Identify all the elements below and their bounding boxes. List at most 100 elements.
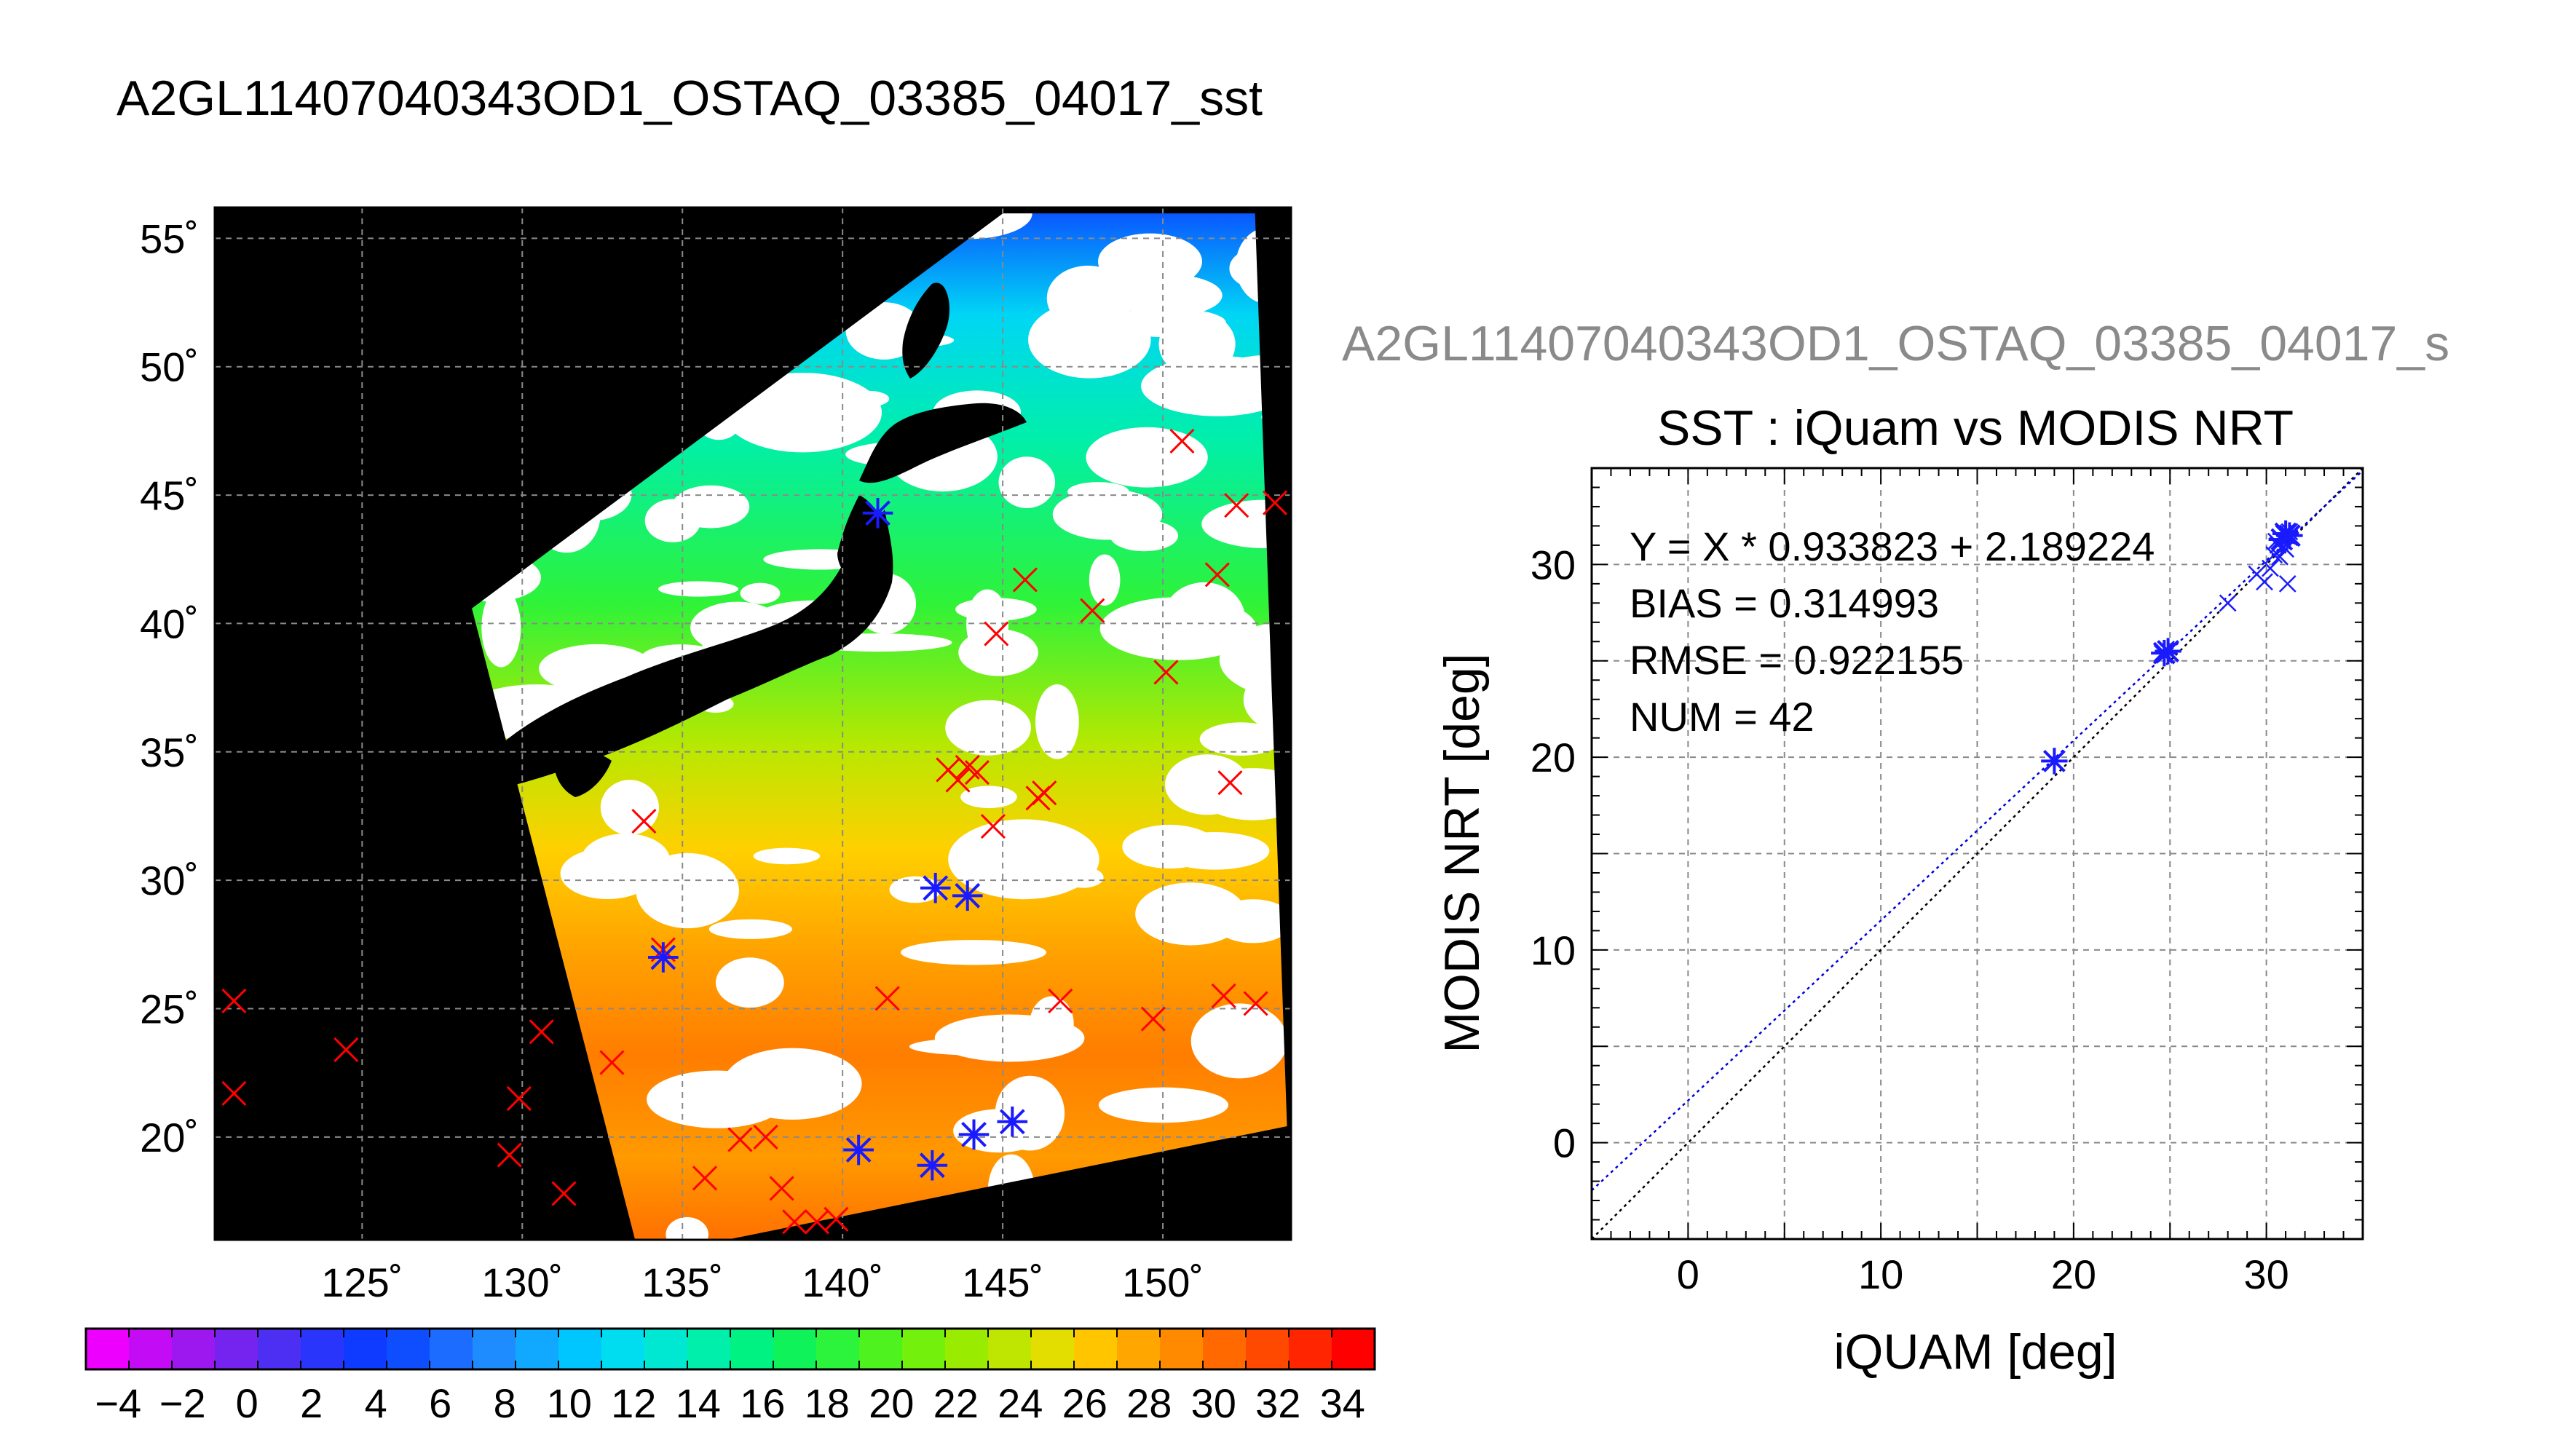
- map-red-mark: [769, 1176, 794, 1201]
- map-red-mark: [1169, 428, 1195, 454]
- map-red-mark: [1204, 562, 1230, 587]
- colorbar-swatch: [644, 1329, 688, 1369]
- colorbar-tick-label: 32: [1255, 1380, 1300, 1426]
- land-mask: [473, 282, 1027, 797]
- cloud-patch: [708, 919, 792, 939]
- cloud-patch: [960, 786, 1017, 809]
- map-red-mark: [1032, 780, 1057, 806]
- scatter-point: [2219, 594, 2237, 612]
- scatter-point: [2256, 573, 2273, 591]
- cloud-patch: [998, 456, 1056, 508]
- colorbar-swatch: [215, 1329, 258, 1369]
- cloud-patch: [716, 957, 784, 1008]
- colorbar-swatch: [558, 1329, 602, 1369]
- map-lat-tick-label: 50˚: [140, 344, 199, 390]
- map-red-mark: [631, 808, 657, 834]
- cloud-patch: [1099, 597, 1257, 660]
- colorbar-swatch: [601, 1329, 645, 1369]
- colorbar-swatch: [1203, 1329, 1247, 1369]
- identity-line: [1592, 468, 2363, 1239]
- cloud-patch: [1201, 499, 1288, 548]
- colorbar-tick-label: 26: [1062, 1380, 1107, 1426]
- cloud-patch: [1122, 824, 1217, 869]
- colorbar-swatch: [1031, 1329, 1075, 1369]
- map-red-mark: [782, 1209, 807, 1235]
- colorbar-tick-label: 34: [1320, 1380, 1365, 1426]
- scatter-title: SST : iQuam vs MODIS NRT: [1657, 400, 2294, 456]
- map-lon-tick-label: 145˚: [962, 1259, 1043, 1305]
- map-red-mark: [692, 1166, 718, 1191]
- colorbar-swatch: [1332, 1329, 1375, 1369]
- scatter-point: [2262, 559, 2279, 577]
- map-red-mark: [1140, 1006, 1166, 1032]
- map-blue-mark: [917, 1150, 948, 1181]
- scatter-y-tick-label: 10: [1531, 927, 1576, 973]
- hokkaido-land: [859, 403, 1027, 483]
- cloud-patch: [1030, 996, 1074, 1052]
- cloud-patch: [723, 1048, 862, 1120]
- colorbar-tick-label: 20: [869, 1380, 914, 1426]
- cloud-patch: [1165, 754, 1249, 815]
- colorbar-tick-label: 14: [676, 1380, 721, 1426]
- colorbar-swatch: [902, 1329, 946, 1369]
- colorbar-swatch: [859, 1329, 903, 1369]
- colorbar-swatch: [430, 1329, 473, 1369]
- colorbar-tick-label: 12: [611, 1380, 656, 1426]
- cloud-patch: [901, 940, 1046, 965]
- map-red-mark: [1262, 490, 1288, 515]
- colorbar-swatch: [258, 1329, 301, 1369]
- cloud-patch: [1190, 1003, 1288, 1079]
- cloud-patch: [1046, 265, 1129, 331]
- scatter-plot: A2GL11407040343OD1_OSTAQ_03385_04017_s S…: [1342, 316, 2449, 1380]
- scatter-x-tick-label: 30: [2243, 1251, 2289, 1297]
- kyushu-land: [553, 752, 612, 797]
- cloud-patch: [723, 373, 882, 453]
- cloud-patch: [1243, 665, 1288, 735]
- colorbar-swatch: [344, 1329, 387, 1369]
- cloud-patch: [948, 819, 1099, 900]
- colorbar-tick-label: 22: [933, 1380, 979, 1426]
- colorbar-swatch: [172, 1329, 216, 1369]
- map-red-mark: [945, 767, 971, 793]
- map-lat-tick-label: 20˚: [140, 1115, 199, 1160]
- colorbar-tick-label: 30: [1191, 1380, 1236, 1426]
- japan-land: [473, 510, 893, 788]
- cloud-patch: [1199, 722, 1282, 756]
- colorbar-swatch: [988, 1329, 1032, 1369]
- cloud-patch: [590, 860, 626, 876]
- colorbar-swatch: [129, 1329, 173, 1369]
- map-lat-tick-label: 25˚: [140, 986, 199, 1032]
- scatter-y-tick-label: 20: [1531, 735, 1576, 780]
- colorbar-tick-label: 10: [547, 1380, 592, 1426]
- map-red-mark: [551, 1181, 577, 1206]
- colorbar-swatch: [516, 1329, 559, 1369]
- scatter-x-tick-label: 0: [1677, 1251, 1699, 1297]
- colorbar-swatch: [473, 1329, 516, 1369]
- colorbar-frame: [84, 1327, 1376, 1371]
- cloud-patch: [666, 1216, 709, 1240]
- sakhalin-land: [902, 282, 949, 379]
- scatter-x-tick-label: 20: [2051, 1251, 2096, 1297]
- map-red-mark: [506, 1085, 532, 1112]
- map-red-mark: [1080, 598, 1105, 623]
- scatter-points: [2041, 520, 2303, 775]
- colorbar-swatch: [945, 1329, 989, 1369]
- scatter-point-dense: [2041, 748, 2068, 775]
- map-lon-tick-label: 150˚: [1122, 1259, 1204, 1305]
- colorbar-tick-label: −4: [95, 1380, 141, 1426]
- map-red-mark: [333, 1037, 359, 1063]
- sst-swath: [470, 213, 1288, 1240]
- map-red-mark: [980, 814, 1006, 839]
- sst-map: 55˚ 50˚ 45˚ 40˚ 35˚ 30˚ 25˚ 20˚ 125˚ 130˚ 135˚ 140˚…: [140, 206, 1292, 1305]
- y-axis-label: MODIS NRT [deg]: [1434, 653, 1490, 1053]
- colorbar-swatch: [1160, 1329, 1204, 1369]
- colorbar-swatch: [1246, 1329, 1290, 1369]
- cloud-patch: [1035, 684, 1079, 759]
- colorbar-tick-label: 28: [1126, 1380, 1172, 1426]
- scatter-point: [2271, 547, 2289, 566]
- fit-line: [1592, 470, 2363, 1192]
- cloud-patch: [1052, 488, 1163, 540]
- stats-bias: BIAS = 0.314993: [1630, 580, 1939, 626]
- colorbar: −4 −2 0 2 4 6 8 10 12 14 16 18 20 22 24 26 28 30 32 34: [84, 1327, 1376, 1426]
